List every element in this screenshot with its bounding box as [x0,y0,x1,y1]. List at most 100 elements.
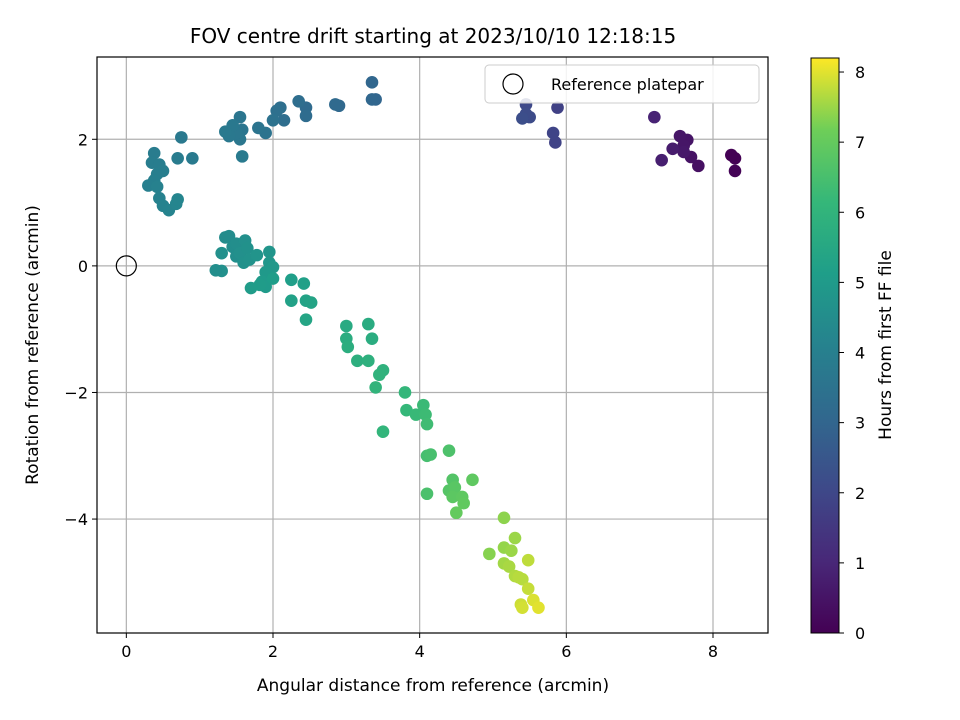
colorbar-ticks: 0 1 2 3 4 5 6 7 8 [839,63,865,643]
colorbar-tick-label: 8 [855,63,865,82]
x-tick-label: 6 [561,642,571,661]
data-point [516,112,529,125]
colorbar-tick-label: 0 [855,624,865,643]
data-point [244,281,258,295]
data-point [266,113,280,127]
grid [97,57,768,633]
data-point [340,319,353,333]
data-point [362,354,375,368]
data-point [419,408,432,421]
x-tick-label: 2 [268,642,278,661]
data-point [235,150,249,163]
data-point [369,381,382,394]
data-point [362,317,375,331]
data-point [457,496,470,510]
data-point [502,560,516,573]
y-tick-label: −4 [64,510,88,529]
colorbar-tick-label: 6 [855,203,865,222]
data-point [171,151,184,165]
data-point [728,164,742,178]
reference-platepar-marker [115,255,137,277]
data-point [277,113,291,127]
data-point [512,570,525,584]
x-tick-label: 4 [415,642,425,661]
data-point [351,354,364,368]
data-point [505,544,518,558]
data-point [655,153,668,167]
data-point [692,159,705,173]
data-point [551,101,564,114]
data-point [516,601,529,614]
data-point [209,264,223,277]
y-tick-label: 2 [78,130,88,149]
legend: Reference platepar [484,64,760,104]
data-point [270,104,283,118]
reference-marker-layer [115,255,137,277]
data-point [285,294,298,307]
colorbar: 0 1 2 3 4 5 6 7 8 Hours from first FF file [810,57,896,643]
data-point [147,146,161,160]
data-point [186,151,199,165]
data-point [263,245,276,259]
data-point [297,277,311,290]
data-point [373,368,386,382]
data-point [549,136,562,149]
y-tick-label: −2 [64,383,88,402]
plot-frame [96,56,769,634]
x-axis-label: Angular distance from reference (arcmin) [257,676,609,696]
data-point [219,125,232,138]
colorbar-label: Hours from first FF file [876,250,896,440]
data-point [241,241,254,255]
data-point [448,481,462,494]
data-point [398,386,412,399]
data-point [442,444,456,458]
data-point [365,93,379,106]
data-point [424,448,437,461]
data-point [521,582,535,595]
data-point [304,296,318,309]
colorbar-tick-label: 7 [855,133,865,152]
data-point [446,490,459,504]
data-point [299,313,313,326]
data-point [508,531,522,545]
data-point [417,398,430,412]
plot-area: 0 2 4 6 8 −4 −2 0 2 [64,56,769,661]
data-point [250,248,264,262]
data-point [673,129,687,143]
data-point [532,601,545,614]
colorbar-tick-label: 3 [855,414,865,433]
data-point [266,272,280,285]
data-point [725,148,738,162]
colorbar-tick-label: 2 [855,484,865,503]
data-point [365,332,379,345]
data-point [329,98,342,111]
x-axis-ticks: 0 2 4 6 8 [121,633,718,661]
x-tick-label: 8 [708,642,718,661]
data-point [376,425,390,439]
legend-marker-circle [502,73,524,95]
data-point [420,487,434,501]
data-point [666,142,679,156]
y-axis-ticks: −4 −2 0 2 [64,130,97,529]
data-point [365,76,379,89]
chart-title: FOV centre drift starting at 2023/10/10 … [190,24,676,48]
data-point [299,109,313,123]
data-point [420,417,434,431]
data-point [497,511,511,525]
data-point [150,180,164,194]
data-point [648,110,661,124]
data-point [341,340,355,354]
data-point [450,506,463,520]
data-point [400,403,413,417]
data-point [483,547,496,561]
y-tick-label: 0 [78,257,88,276]
legend-entry-reference: Reference platepar [551,75,704,94]
y-axis-label: Rotation from reference (arcmin) [23,205,43,485]
data-point [546,126,560,140]
data-point [409,408,423,421]
data-point [521,553,535,567]
data-point [292,95,305,108]
legend-box [484,64,760,104]
colorbar-tick-label: 5 [855,273,865,292]
